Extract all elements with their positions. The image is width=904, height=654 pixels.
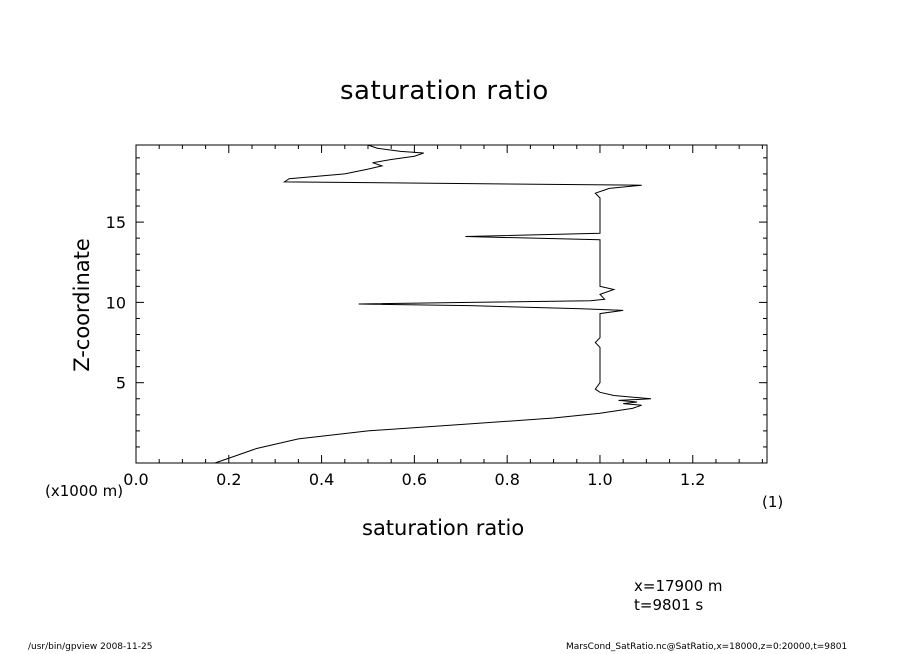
time-info: t=9801 s (634, 596, 704, 614)
y-axis-label: Z-coordinate (70, 238, 94, 372)
x-unit-note: (1) (762, 493, 784, 511)
axis-ticks (135, 145, 767, 463)
plot-frame (135, 144, 768, 464)
data-series (214, 144, 652, 464)
series-line (214, 144, 652, 464)
x-tick-label: 0.0 (123, 470, 148, 489)
x-tick-label: 0.6 (402, 470, 427, 489)
x-tick-label: 1.0 (587, 470, 612, 489)
x-axis-label: saturation ratio (362, 516, 525, 540)
x-tick-label: 0.2 (216, 470, 241, 489)
x-tick-label: 1.2 (680, 470, 705, 489)
y-tick-label: 10 (106, 293, 126, 312)
x-tick-label: 0.8 (494, 470, 519, 489)
axis-tick-labels: 0.0 0.2 0.4 0.6 0.8 1.0 1.2 5 10 15 (106, 213, 706, 489)
y-tick-label: 5 (116, 374, 126, 393)
footer-right: MarsCond_SatRatio.nc@SatRatio,x=18000,z=… (566, 642, 848, 652)
x-tick-label: 0.4 (309, 470, 334, 489)
chart-title: saturation ratio (340, 76, 549, 106)
y-tick-label: 15 (106, 213, 126, 232)
x-position-info: x=17900 m (634, 577, 723, 595)
footer-left: /usr/bin/gpview 2008-11-25 (28, 642, 153, 652)
y-unit-note: (x1000 m) (45, 482, 124, 500)
